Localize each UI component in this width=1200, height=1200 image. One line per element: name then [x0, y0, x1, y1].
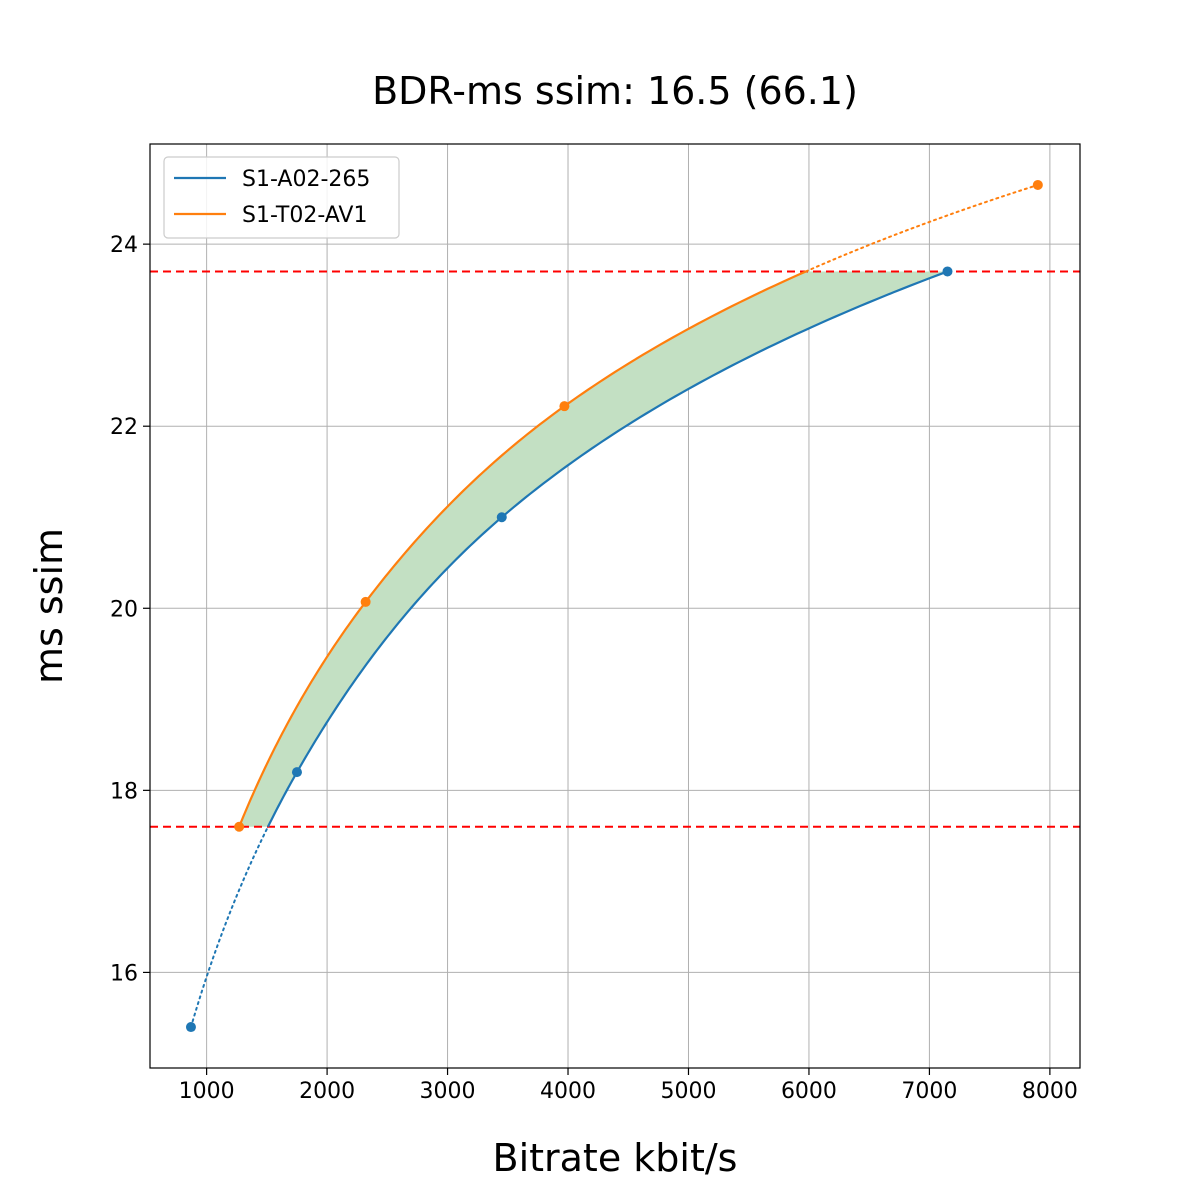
data-point-s1-a02-265	[942, 266, 953, 277]
y-tick-label: 22	[110, 415, 138, 440]
axis-ticks: 1000 2000 3000 4000 5000 6000 7000 8000 16 18 20 22…	[110, 233, 1078, 1104]
series-line-s1-t02-av1	[238, 270, 807, 828]
legend-label-s1-a02-265: S1-A02-265	[242, 167, 370, 192]
x-tick-label: 2000	[299, 1079, 355, 1104]
y-tick-label: 20	[110, 597, 138, 622]
data-point-s1-t02-av1	[234, 821, 245, 832]
x-tick-label: 1000	[179, 1079, 235, 1104]
series-lines	[189, 183, 1039, 1029]
x-tick-label: 3000	[420, 1079, 476, 1104]
series-extrapolation-s1-t02-av1	[804, 183, 1039, 273]
data-point-s1-t02-av1	[1032, 179, 1043, 190]
y-axis-title: ms ssim	[27, 528, 71, 684]
x-tick-label: 5000	[660, 1079, 716, 1104]
grid	[150, 144, 1080, 1068]
threshold-lines	[150, 270, 1080, 828]
data-point-s1-a02-265	[496, 512, 507, 523]
x-axis-title: Bitrate kbit/s	[493, 1136, 738, 1180]
data-point-s1-a02-265	[185, 1022, 196, 1033]
data-point-s1-t02-av1	[559, 401, 570, 412]
series-line-s1-a02-265	[266, 270, 948, 828]
y-tick-label: 24	[110, 233, 138, 258]
series-markers	[185, 179, 1043, 1033]
data-point-s1-t02-av1	[360, 596, 371, 607]
x-tick-label: 7000	[901, 1079, 957, 1104]
x-tick-label: 4000	[540, 1079, 596, 1104]
plot-frame	[149, 143, 1081, 1069]
x-tick-label: 6000	[781, 1079, 837, 1104]
legend-label-s1-t02-av1: S1-T02-AV1	[242, 203, 367, 228]
y-tick-label: 18	[110, 779, 138, 804]
data-point-s1-a02-265	[291, 767, 302, 778]
x-tick-label: 8000	[1022, 1079, 1078, 1104]
y-tick-label: 16	[110, 961, 138, 986]
legend: S1-A02-265 S1-T02-AV1	[163, 156, 400, 239]
chart-title: BDR-ms ssim: 16.5 (66.1)	[372, 69, 858, 113]
